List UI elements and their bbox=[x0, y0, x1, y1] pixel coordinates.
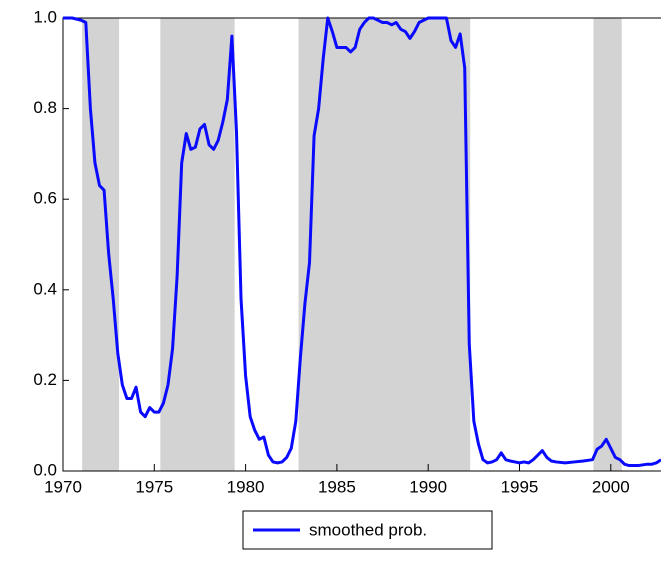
shaded-region bbox=[160, 18, 235, 471]
y-tick-label: 0.0 bbox=[33, 460, 57, 479]
x-tick-label: 1980 bbox=[227, 477, 265, 496]
x-tick-label: 1990 bbox=[409, 477, 447, 496]
y-tick-label: 0.2 bbox=[33, 370, 57, 389]
shaded-region bbox=[298, 18, 471, 471]
x-tick-label: 1985 bbox=[318, 477, 356, 496]
x-tick-label: 1975 bbox=[135, 477, 173, 496]
plot-frame bbox=[62, 17, 661, 472]
y-tick-label: 1.0 bbox=[33, 7, 57, 26]
series-line bbox=[63, 16, 661, 468]
x-tick-label: 1970 bbox=[44, 477, 82, 496]
x-tick-label: 1995 bbox=[501, 477, 539, 496]
y-tick-label: 0.8 bbox=[33, 98, 57, 117]
x-tick-label: 2000 bbox=[592, 477, 630, 496]
y-tick-label: 0.4 bbox=[33, 279, 57, 298]
y-tick-label: 0.6 bbox=[33, 189, 57, 208]
legend-label: smoothed prob. bbox=[309, 520, 427, 539]
shaded-region bbox=[593, 18, 622, 471]
